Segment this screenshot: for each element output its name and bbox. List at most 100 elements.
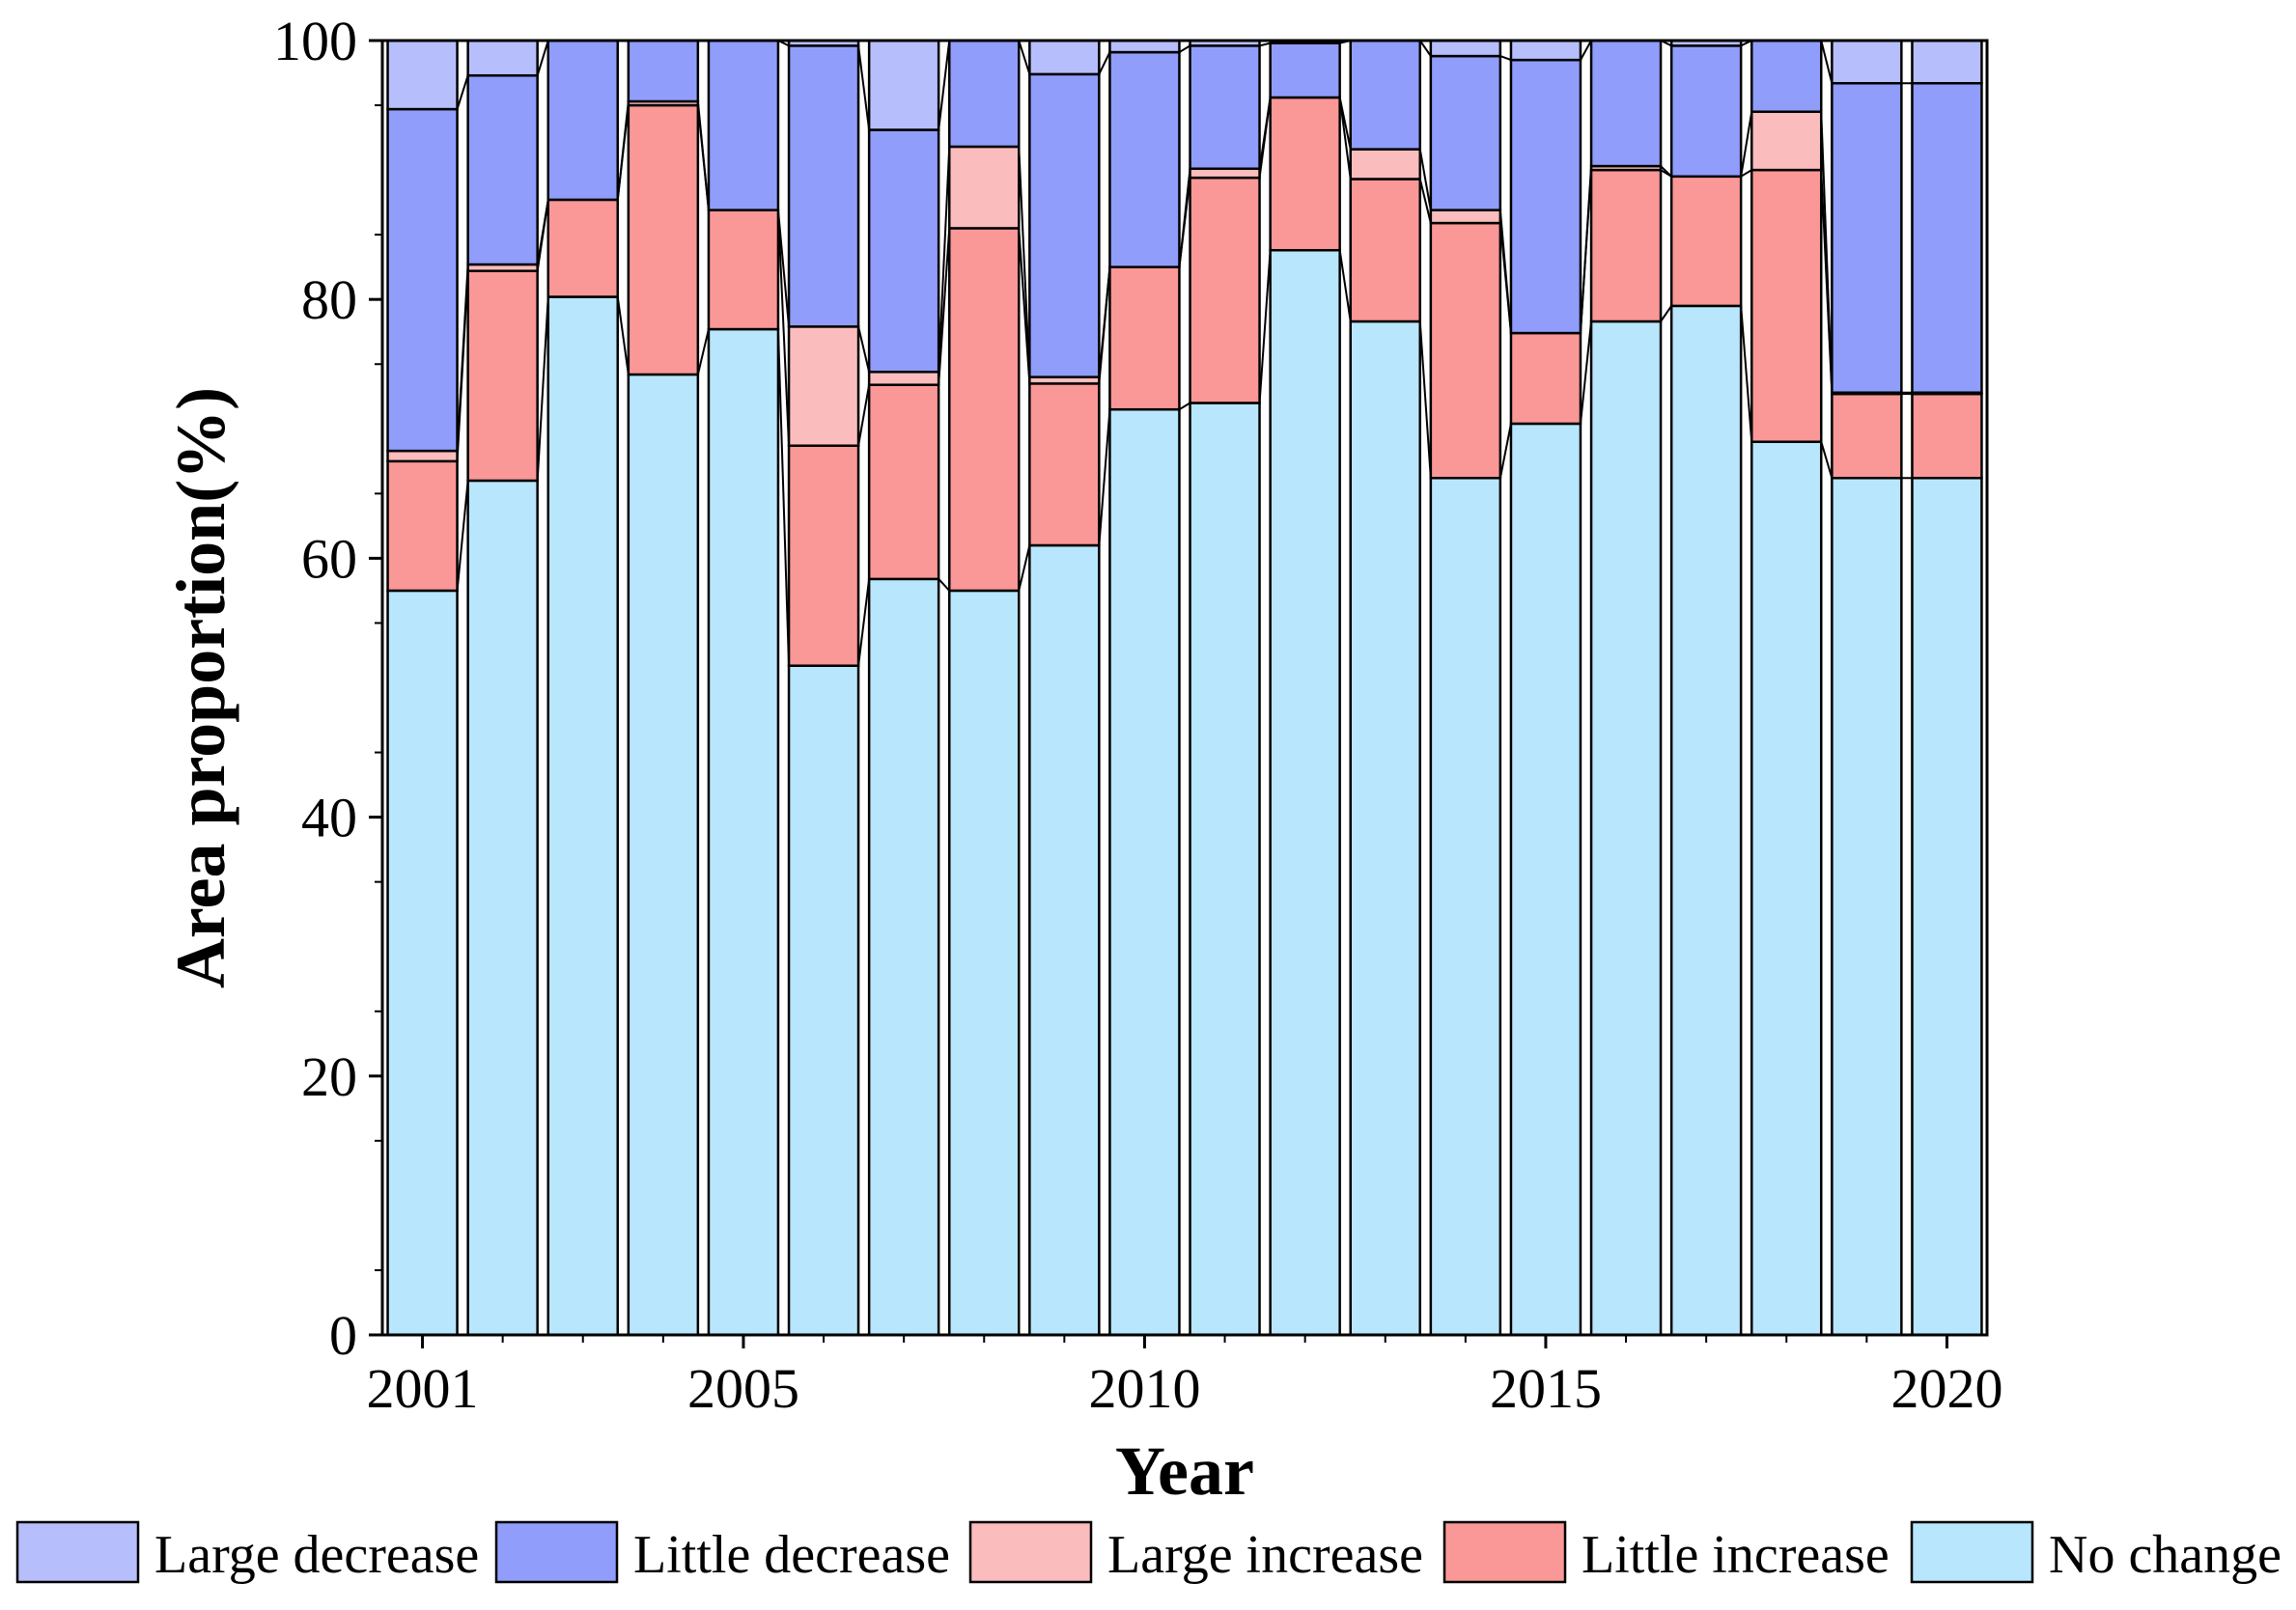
bar-segment-little-decrease-2010 <box>1108 50 1181 268</box>
legend-label-little-increase: Little increase <box>1582 1525 1890 1585</box>
bar-segment-large-increase-2007 <box>867 371 940 386</box>
bar-segment-little-decrease-2001 <box>386 107 459 453</box>
bar-segment-little-decrease-2014 <box>1429 54 1502 211</box>
connector-line <box>938 40 951 130</box>
connector-line <box>1579 320 1593 425</box>
bar-segment-little-increase-2020 <box>1911 392 1983 480</box>
connector-line <box>1098 51 1111 75</box>
bar-segment-no-change-2003 <box>546 295 619 1337</box>
bar-segment-large-increase-2014 <box>1429 208 1502 225</box>
connector-line <box>1418 320 1432 479</box>
connector-line <box>616 296 630 375</box>
bar-segment-little-decrease-2018 <box>1750 39 1823 114</box>
bar-segment-no-change-2012 <box>1269 248 1341 1337</box>
bar-segment-little-increase-2014 <box>1429 221 1502 480</box>
bar-segment-little-decrease-2005 <box>707 39 780 211</box>
bar-segment-large-increase-2006 <box>787 325 860 447</box>
bar-segment-little-decrease-2017 <box>1669 44 1743 179</box>
bar-segment-little-decrease-2007 <box>867 128 940 374</box>
bar-segment-large-decrease-2019 <box>1831 39 1903 85</box>
bar-segment-little-increase-2004 <box>627 103 700 376</box>
bar-segment-large-decrease-2015 <box>1509 39 1582 62</box>
x-tick-label: 2020 <box>1890 1357 2002 1420</box>
x-tick-label: 2001 <box>367 1357 479 1420</box>
connector-line <box>857 326 871 373</box>
legend-label-large-decrease: Large decrease <box>154 1525 479 1585</box>
connector-line <box>1178 44 1191 53</box>
connector-line <box>1018 40 1031 75</box>
bar-segment-little-decrease-2008 <box>948 39 1021 149</box>
bar-segment-little-decrease-2004 <box>627 39 700 103</box>
connector-line <box>776 209 791 446</box>
connector-line <box>776 209 791 327</box>
bar-segment-no-change-2008 <box>948 589 1021 1337</box>
connector-line <box>1740 169 1752 178</box>
bar-segment-little-increase-2012 <box>1269 96 1341 252</box>
bar-segment-little-increase-2013 <box>1349 178 1421 323</box>
y-tick-label: 80 <box>301 268 357 331</box>
bar-segment-little-increase-2018 <box>1750 168 1823 443</box>
legend-swatch-large-decrease <box>15 1520 140 1584</box>
connector-line <box>776 329 791 666</box>
bar-segment-no-change-2013 <box>1349 319 1421 1337</box>
legend: Large decrease Little decrease Large incre… <box>15 1520 2282 1585</box>
connector-line <box>456 74 469 110</box>
bar-segment-little-decrease-2019 <box>1831 82 1903 395</box>
bar-segment-little-increase-2002 <box>466 269 539 483</box>
connector-line <box>1018 146 1031 377</box>
bar-segment-no-change-2011 <box>1189 402 1261 1337</box>
bar-segment-little-decrease-2015 <box>1509 58 1582 335</box>
bar-segment-no-change-2001 <box>386 589 459 1337</box>
y-axis-title: Area proportion(%) <box>162 387 239 988</box>
connector-line <box>1820 441 1834 479</box>
bar-segment-little-decrease-2009 <box>1028 72 1101 378</box>
connector-line <box>938 146 951 373</box>
connector-line <box>938 578 950 592</box>
bar-segment-no-change-2005 <box>707 327 780 1337</box>
connector-line <box>1498 209 1512 334</box>
bar-segment-little-increase-2019 <box>1831 392 1903 480</box>
legend-label-no-change: No change <box>2049 1525 2282 1585</box>
connector-line <box>1740 305 1753 442</box>
bar-segment-no-change-2010 <box>1108 407 1181 1337</box>
bar-segment-little-increase-2005 <box>707 208 780 331</box>
bar-segment-little-increase-2003 <box>546 198 619 298</box>
bar-segment-no-change-2017 <box>1669 304 1743 1337</box>
bar-segment-no-change-2004 <box>627 373 700 1337</box>
bar-segment-no-change-2002 <box>466 479 539 1337</box>
x-tick-label: 2010 <box>1088 1357 1200 1420</box>
bar-segment-large-increase-2008 <box>948 145 1021 230</box>
connector-line <box>696 100 710 210</box>
connector-line <box>1418 40 1432 57</box>
connector-line <box>857 45 871 130</box>
bar-segment-little-increase-2006 <box>787 444 860 667</box>
bar-segment-no-change-2007 <box>867 577 940 1337</box>
connector-line <box>1418 149 1432 210</box>
x-tick-label: 2005 <box>687 1357 799 1420</box>
connector-line <box>536 199 549 265</box>
connector-line <box>857 578 871 666</box>
y-tick-label: 20 <box>301 1045 357 1108</box>
bar-segment-large-decrease-2001 <box>386 39 459 111</box>
bar-segment-little-increase-2009 <box>1028 382 1101 547</box>
bar-segment-little-decrease-2002 <box>466 73 539 266</box>
bar-segment-large-decrease-2020 <box>1911 39 1983 85</box>
bar-segment-little-decrease-2012 <box>1269 42 1341 99</box>
bar-segment-large-increase-2018 <box>1750 110 1823 172</box>
connector-line <box>456 264 469 452</box>
y-tick-label: 40 <box>301 787 357 849</box>
connector-line <box>1178 402 1191 411</box>
connector-line <box>1338 250 1352 322</box>
connector-line <box>1258 250 1272 403</box>
bar-segment-little-increase-2007 <box>867 383 940 581</box>
bar-segment-large-decrease-2009 <box>1028 39 1101 76</box>
connector-line <box>1579 166 1593 334</box>
bar-segment-no-change-2016 <box>1589 319 1663 1337</box>
connector-line <box>857 384 871 446</box>
connector-line <box>1098 266 1111 377</box>
bar-segment-little-decrease-2013 <box>1349 39 1421 151</box>
connector-line <box>1820 111 1834 393</box>
bar-segment-little-increase-2016 <box>1589 168 1663 323</box>
connector-line <box>1820 40 1834 84</box>
bar-segment-no-change-2015 <box>1509 422 1582 1337</box>
